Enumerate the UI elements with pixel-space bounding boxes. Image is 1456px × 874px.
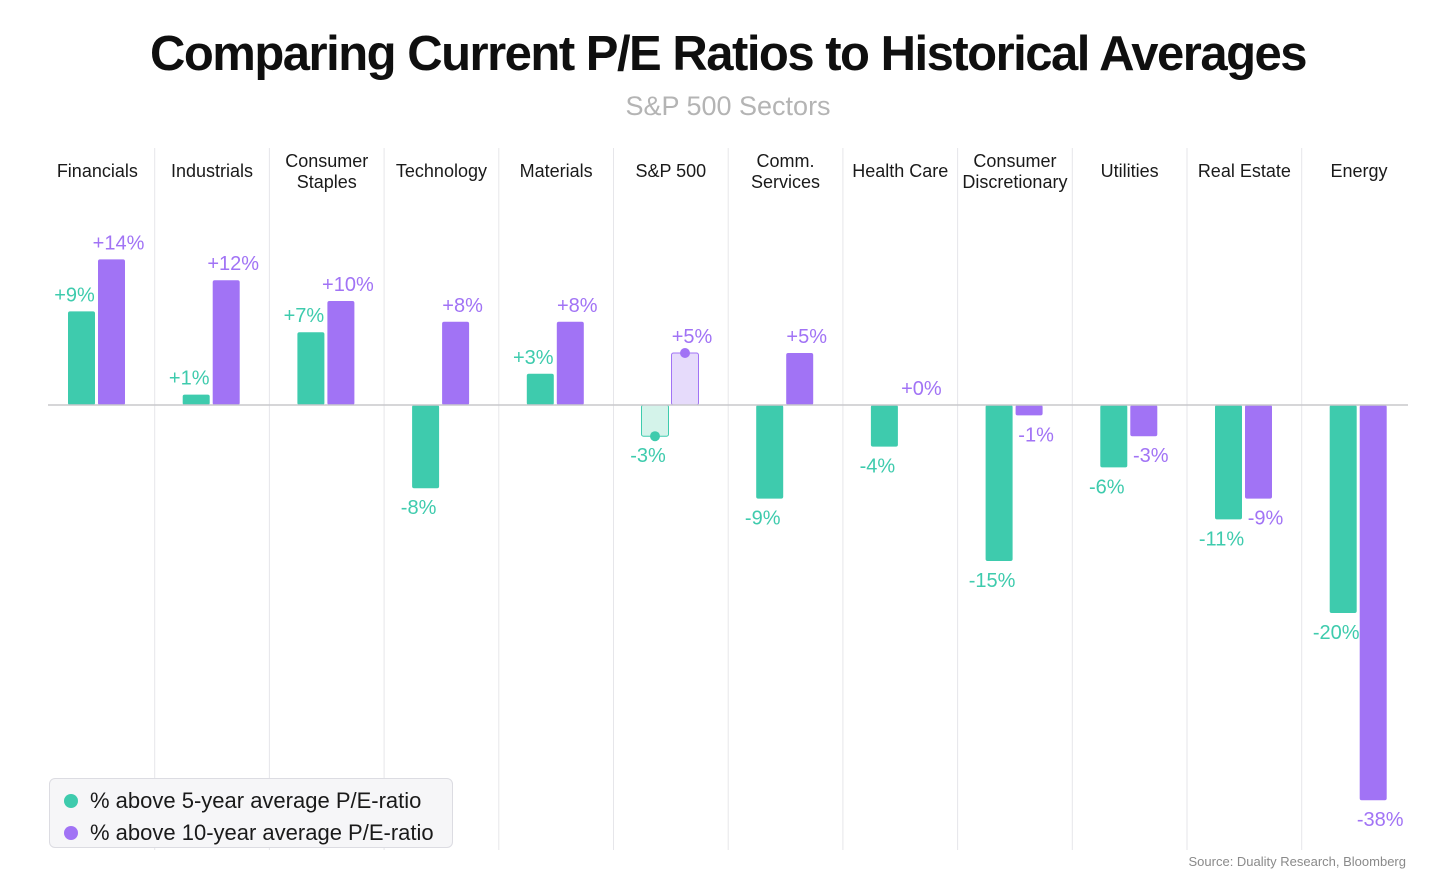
category-label: Industrials <box>171 161 253 181</box>
data-label-five-year: +1% <box>169 368 210 390</box>
bar-five-year <box>1329 405 1357 613</box>
data-label-ten-year: +8% <box>442 295 483 317</box>
bar-ten-year <box>212 280 240 405</box>
bar-five-year <box>756 405 784 499</box>
legend-item-ten-year: % above 10-year average P/E-ratio <box>64 817 452 849</box>
chart-subtitle: S&P 500 Sectors <box>625 91 831 121</box>
legend-swatch-five-year <box>64 794 78 808</box>
data-label-ten-year: -1% <box>1018 424 1054 446</box>
data-label-five-year: +7% <box>284 305 325 327</box>
bar-five-year <box>182 394 210 405</box>
chart-title: Comparing Current P/E Ratios to Historic… <box>149 27 1308 81</box>
bar-five-year <box>68 311 95 405</box>
data-label-ten-year: -38% <box>1357 809 1404 831</box>
source-note: Source: Duality Research, Bloomberg <box>1188 854 1407 869</box>
bar-five-year <box>1100 405 1128 468</box>
bar-end-dot <box>650 431 660 442</box>
bar-ten-year-highlight <box>671 352 699 406</box>
data-label-five-year: +3% <box>513 347 554 369</box>
data-label-five-year: -6% <box>1089 476 1125 498</box>
data-label-ten-year: +14% <box>93 232 145 254</box>
bar-ten-year <box>1015 405 1043 416</box>
bar-five-year <box>985 405 1013 561</box>
bar-ten-year <box>786 353 814 405</box>
data-label-ten-year: +12% <box>207 253 259 275</box>
category-label: Consumer Staples <box>285 151 368 192</box>
bar-ten-year <box>1245 405 1272 499</box>
legend-label-ten-year: % above 10-year average P/E-ratio <box>90 820 434 845</box>
legend: % above 5-year average P/E-ratio % above… <box>49 778 453 848</box>
bar-five-year <box>412 405 440 489</box>
data-label-five-year: -4% <box>860 456 896 478</box>
category-label: Energy <box>1331 161 1388 181</box>
bar-five-year <box>526 373 554 405</box>
data-label-ten-year: -3% <box>1133 445 1169 467</box>
category-label: Materials <box>520 161 593 181</box>
data-label-ten-year: +8% <box>557 295 598 317</box>
bar-ten-year <box>442 321 470 405</box>
bar-ten-year <box>1130 405 1158 437</box>
data-label-ten-year: +10% <box>322 274 374 296</box>
category-label: S&P 500 <box>635 161 706 181</box>
legend-label-five-year: % above 5-year average P/E-ratio <box>90 788 422 813</box>
bar-five-year <box>297 332 325 405</box>
data-label-five-year: -3% <box>630 445 666 467</box>
data-label-ten-year: -9% <box>1248 508 1284 530</box>
category-label: Consumer Discretionary <box>962 151 1067 192</box>
category-label: Utilities <box>1101 161 1159 181</box>
legend-item-five-year: % above 5-year average P/E-ratio <box>64 785 452 817</box>
legend-swatch-ten-year <box>64 826 78 840</box>
data-label-five-year: -8% <box>401 497 437 519</box>
data-label-five-year: -15% <box>969 570 1016 592</box>
bar-five-year <box>870 405 898 447</box>
category-label: Comm. Services <box>751 151 820 192</box>
data-label-ten-year: +0% <box>901 378 942 400</box>
category-label: Health Care <box>852 161 948 181</box>
category-label: Real Estate <box>1198 161 1291 181</box>
bar-ten-year <box>556 321 584 405</box>
data-label-ten-year: +5% <box>672 326 713 348</box>
data-label-five-year: -11% <box>1199 528 1244 550</box>
bar-five-year <box>1215 405 1242 520</box>
category-label: Financials <box>57 161 138 181</box>
bar-end-dot <box>680 348 690 358</box>
bar-ten-year <box>98 259 125 405</box>
data-label-five-year: -20% <box>1313 622 1360 644</box>
bar-ten-year <box>1359 405 1387 801</box>
bar-ten-year <box>327 301 355 405</box>
data-label-five-year: -9% <box>745 508 781 530</box>
data-label-five-year: +9% <box>54 284 95 306</box>
data-label-ten-year: +5% <box>786 326 827 348</box>
category-label: Technology <box>396 161 487 181</box>
